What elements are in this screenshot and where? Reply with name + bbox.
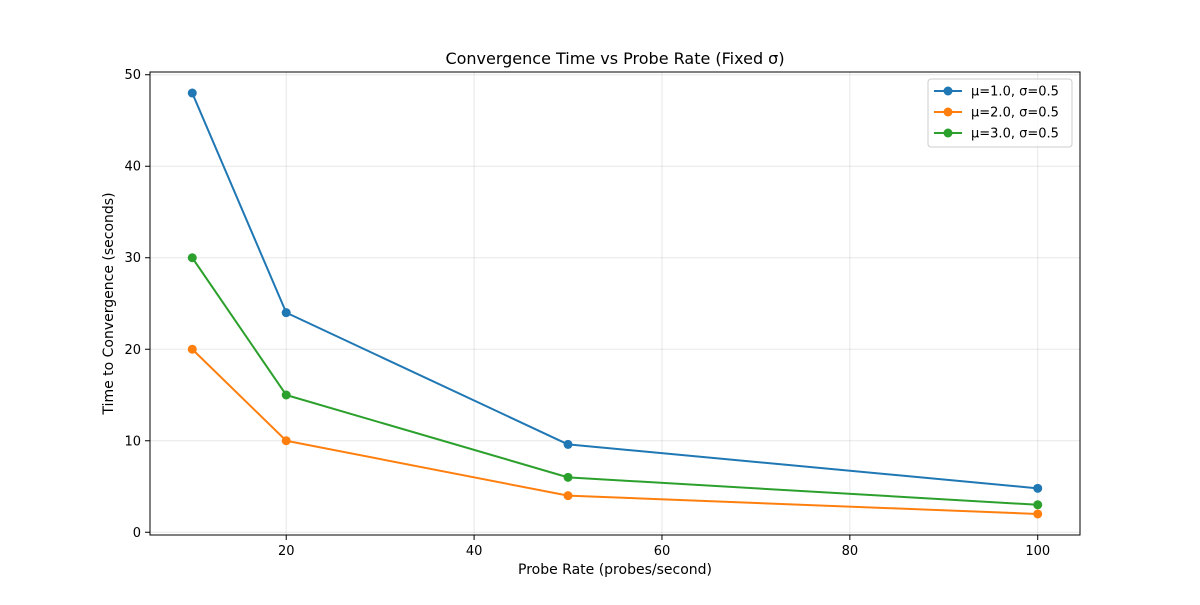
x-tick-label: 40 [466,544,483,559]
data-point [281,390,291,400]
legend-label: μ=1.0, σ=0.5 [971,85,1059,100]
chart-title: Convergence Time vs Probe Rate (Fixed σ) [445,49,784,68]
data-point [1033,509,1043,519]
data-point [187,253,197,263]
data-point [281,436,291,446]
axes: 20 40 60 80 100 0 10 20 30 40 50 [124,68,1050,559]
legend-label: μ=3.0, σ=0.5 [971,127,1059,142]
y-axis-label: Time to Convergence (seconds) [101,192,117,415]
legend-item-2: μ=2.0, σ=0.5 [934,106,1059,121]
y-tick-label: 50 [124,68,141,83]
x-tick-label: 80 [842,544,859,559]
data-point [187,344,197,354]
legend: μ=1.0, σ=0.5 μ=2.0, σ=0.5 μ=3.0, σ=0.5 [927,78,1073,148]
x-tick-label: 60 [654,544,671,559]
legend-item-3: μ=3.0, σ=0.5 [934,127,1059,142]
legend-box [927,78,1073,148]
legend-marker [943,86,953,96]
grid-lines [150,72,1080,535]
x-tick-label: 20 [278,544,295,559]
legend-marker [943,128,953,138]
legend-item-1: μ=1.0, σ=0.5 [934,85,1059,100]
plot-frame [149,71,1081,536]
series-1 [187,88,1043,493]
series-layer [187,88,1043,519]
data-point [187,88,197,98]
series-line [191,257,1038,506]
data-point [563,472,573,482]
data-point [281,308,291,318]
y-tick-label: 10 [124,434,141,449]
data-point [563,439,573,449]
data-point [563,491,573,501]
legend-label: μ=2.0, σ=0.5 [971,106,1059,121]
y-tick-label: 40 [124,160,141,175]
y-tick-label: 20 [124,343,141,358]
series-line [191,92,1038,490]
legend-marker [943,107,953,117]
data-point [1033,483,1043,493]
series-3 [187,253,1043,510]
series-2 [187,344,1043,519]
y-tick-label: 0 [133,526,141,541]
series-line [191,348,1038,515]
y-tick-label: 30 [124,251,141,266]
data-point [1033,500,1043,510]
x-axis-label: Probe Rate (probes/second) [518,562,712,578]
x-tick-label: 100 [1025,544,1050,559]
